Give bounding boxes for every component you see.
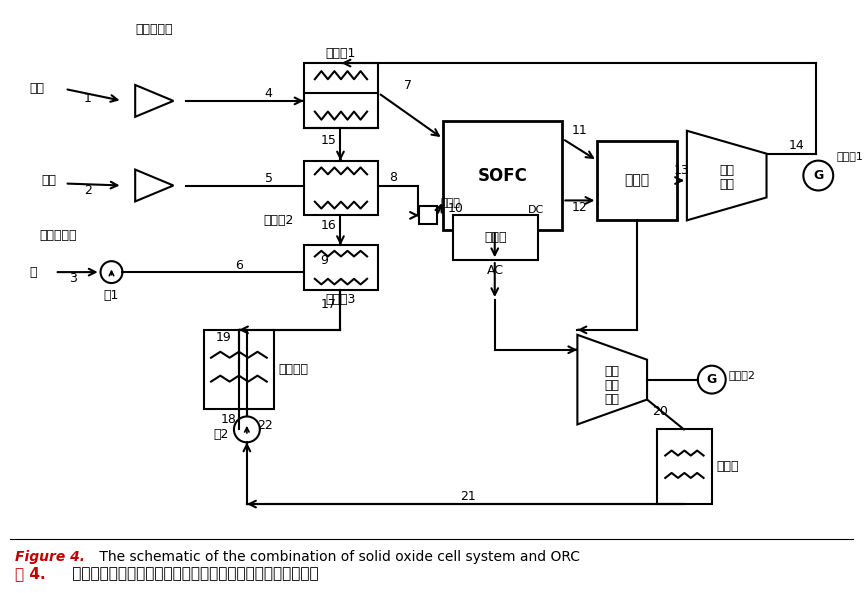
Text: G: G	[813, 169, 824, 182]
Bar	[597, 141, 677, 221]
Text: 预热器2: 预热器2	[264, 214, 294, 227]
Text: 发电机1: 发电机1	[836, 151, 863, 161]
Text: 3: 3	[68, 272, 76, 285]
Text: Figure 4.: Figure 4.	[15, 550, 85, 564]
Text: 工质: 工质	[604, 379, 620, 392]
Text: 透平: 透平	[720, 178, 734, 191]
Text: 15: 15	[321, 134, 336, 147]
Bar	[443, 121, 563, 230]
Text: 图 4.: 图 4.	[15, 566, 46, 581]
Text: 甲烷: 甲烷	[42, 174, 57, 187]
Text: 22: 22	[257, 419, 272, 432]
Text: 5: 5	[264, 172, 273, 185]
Text: 21: 21	[460, 490, 476, 503]
Text: 发电机2: 发电机2	[728, 369, 756, 380]
Text: The schematic of the combination of solid oxide cell system and ORC: The schematic of the combination of soli…	[95, 550, 579, 564]
Text: 6: 6	[235, 259, 243, 272]
Text: 2: 2	[83, 184, 92, 197]
Text: 冷凝器: 冷凝器	[717, 460, 740, 473]
Text: 预热器1: 预热器1	[326, 47, 356, 60]
Text: 预热器3: 预热器3	[326, 294, 356, 307]
Text: 混合器: 混合器	[440, 199, 460, 208]
Text: 燃气: 燃气	[720, 164, 734, 177]
Text: 透平: 透平	[604, 393, 620, 406]
Bar	[303, 63, 378, 127]
Text: 4: 4	[264, 87, 273, 100]
Text: 13: 13	[674, 164, 690, 177]
Text: 10: 10	[448, 202, 464, 215]
Text: 空气: 空气	[29, 82, 45, 95]
Text: 9: 9	[321, 254, 329, 267]
Text: 1: 1	[83, 93, 92, 106]
Text: 19: 19	[216, 331, 231, 345]
Text: 逆变器: 逆变器	[484, 231, 506, 244]
Bar	[204, 330, 274, 410]
Text: 20: 20	[652, 405, 668, 418]
Text: 余热锅炉: 余热锅炉	[278, 363, 309, 376]
Text: 泵1: 泵1	[104, 289, 119, 301]
Text: AC: AC	[487, 264, 505, 276]
Text: 7: 7	[404, 79, 412, 93]
Bar	[303, 161, 378, 215]
Text: 14: 14	[788, 139, 805, 152]
Bar	[453, 215, 538, 260]
Text: 水: 水	[29, 266, 37, 279]
Text: 11: 11	[571, 125, 587, 137]
Text: SOFC: SOFC	[478, 167, 528, 184]
Text: 8: 8	[389, 171, 397, 184]
Text: 空气压缩机: 空气压缩机	[135, 23, 173, 36]
Text: 16: 16	[321, 219, 336, 232]
Text: 18: 18	[221, 413, 237, 426]
Bar	[657, 429, 712, 504]
Text: G: G	[707, 373, 717, 386]
Text: 基于固体氧化物燃料电池系统的有机朗肯循环发电系统示意图: 基于固体氧化物燃料电池系统的有机朗肯循环发电系统示意图	[67, 566, 318, 581]
Text: 后燃室: 后燃室	[624, 174, 649, 187]
Bar	[303, 246, 378, 290]
Text: 有机: 有机	[604, 365, 620, 378]
Text: 泵2: 泵2	[213, 428, 229, 441]
Text: DC: DC	[528, 205, 544, 215]
Text: 17: 17	[321, 298, 336, 311]
Bar	[419, 206, 437, 224]
Text: 12: 12	[571, 201, 587, 214]
Text: 燃料压缩机: 燃料压缩机	[40, 229, 77, 242]
